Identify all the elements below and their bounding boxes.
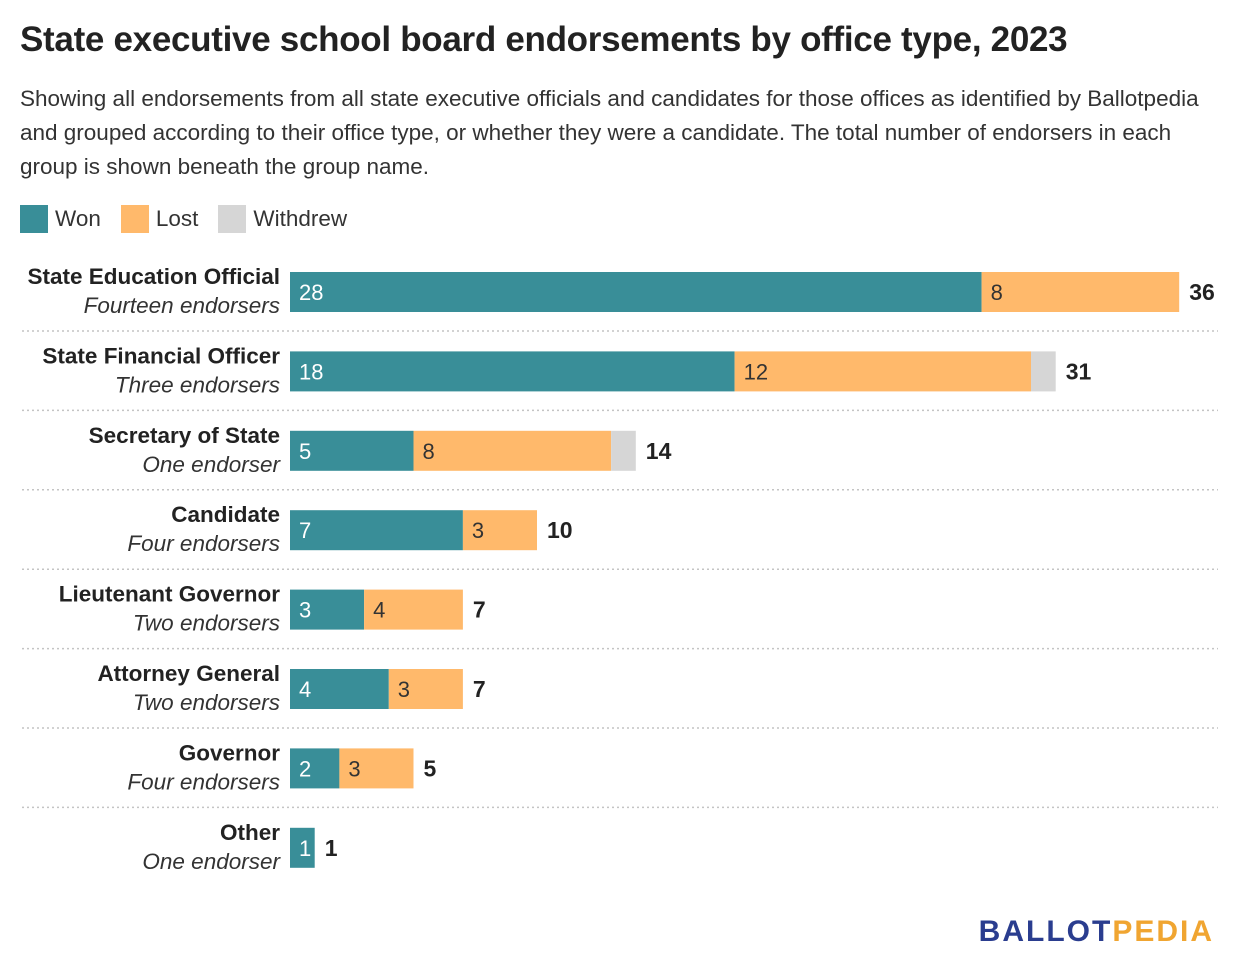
bar-segment-won [290,351,735,392]
logo-part-2: PEDIA [1112,915,1214,948]
bar-total-label: 7 [473,676,486,702]
bar-segment-won [290,510,463,551]
bar-segment-withdrew [1031,351,1056,392]
category-sublabel: One endorser [142,452,281,477]
logo-part-1: BALLOT [978,915,1113,948]
bar-segment-won [290,669,389,709]
bar-value-label: 3 [348,756,360,781]
bar-value-label: 2 [299,756,311,781]
legend-label-withdrew: Withdrew [253,206,348,231]
bar-value-label: 7 [299,518,311,543]
category-label: State Financial Officer [42,343,280,368]
bar-segment-won [290,430,414,471]
category-sublabel: Four endorsers [127,531,280,556]
bar-value-label: 3 [398,677,410,702]
bar-value-label: 4 [373,598,385,623]
bar-value-label: 1 [299,836,311,861]
bar-segment-lost [734,351,1031,392]
bar-segment-won [290,827,315,868]
chart-title: State executive school board endorsement… [20,20,1068,59]
bar-value-label: 18 [299,359,323,384]
category-sublabel: Four endorsers [127,769,280,794]
legend-item-lost: Lost [120,205,199,233]
bar-segment-lost [981,272,1180,312]
category-label: State Education Official [27,264,280,289]
bar-segment-lost [462,510,537,551]
bar-total-label: 5 [424,755,437,781]
bar-chart: State Education Official Fourteen endorse… [22,264,1218,874]
bar-segment-withdrew [611,430,636,471]
bar-segment-won [290,589,365,630]
category-label: Other [220,820,280,845]
bar-value-label: 8 [423,439,435,464]
bar-value-label: 8 [991,280,1003,305]
category-sublabel: One endorser [142,849,281,874]
bar-segment-won [290,748,340,789]
bar-segment-lost [388,669,463,709]
legend-item-withdrew: Withdrew [218,205,347,233]
category-sublabel: Two endorsers [133,690,280,715]
category-label: Candidate [171,502,280,527]
bar-value-label: 3 [299,598,311,623]
ballotpedia-logo: BALLOTPEDIA [979,915,1214,949]
category-sublabel: Three endorsers [115,372,280,397]
legend-label-lost: Lost [155,206,199,231]
bar-value-label: 5 [299,439,311,464]
bar-total-label: 14 [646,438,672,464]
legend-label-won: Won [55,206,101,231]
bar-total-label: 10 [547,517,573,543]
category-sublabel: Two endorsers [133,611,280,636]
legend-swatch-lost [120,205,149,233]
legend-swatch-withdrew [218,205,247,233]
legend-item-won: Won [20,205,101,233]
bar-value-label: 4 [299,677,311,702]
category-label: Attorney General [97,661,280,686]
bar-segment-lost [364,589,463,630]
legend: Won Lost Withdrew [20,205,367,233]
bar-total-label: 31 [1066,358,1092,384]
legend-swatch-won [20,205,48,233]
bar-total-label: 1 [325,835,338,861]
category-label: Lieutenant Governor [59,582,281,607]
bar-segment-lost [339,748,414,789]
bar-total-label: 36 [1189,279,1215,305]
bar-value-label: 12 [744,359,768,384]
category-label: Governor [179,740,281,765]
bar-value-label: 28 [299,280,323,305]
category-sublabel: Fourteen endorsers [84,293,280,318]
bar-value-label: 3 [472,518,484,543]
bar-segment-lost [413,430,612,471]
category-label: Secretary of State [89,423,280,448]
bar-total-label: 7 [473,597,486,623]
chart-subtitle: Showing all endorsements from all state … [20,86,1199,179]
bar-segment-won [290,272,982,312]
